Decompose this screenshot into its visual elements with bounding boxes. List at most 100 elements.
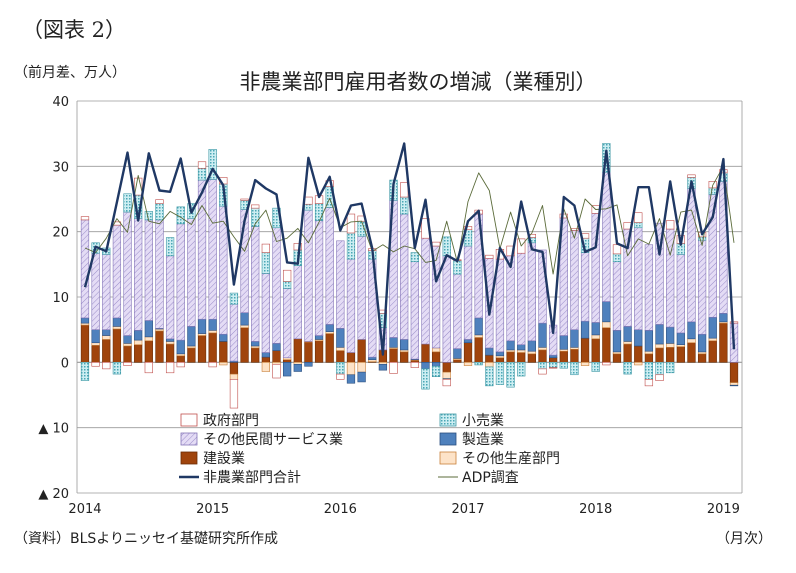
bar-retail: [314, 203, 324, 221]
bar-government: [485, 254, 494, 259]
bar-manufacturing: [304, 362, 313, 367]
bar-other-private: [314, 220, 324, 336]
bar-construction: [80, 324, 90, 363]
bar-construction: [612, 353, 622, 363]
bar-construction: [272, 350, 281, 363]
bar-government: [431, 241, 441, 247]
bar-construction: [655, 347, 664, 363]
bar-retail: [304, 203, 313, 211]
legend-label: ADP調査: [462, 470, 519, 486]
bar-manufacturing: [283, 362, 292, 377]
legend-label: 小売業: [462, 413, 504, 429]
bar-construction: [314, 340, 324, 363]
bar-other-private: [506, 255, 515, 342]
bar-other-private: [687, 188, 696, 323]
bar-construction: [719, 322, 728, 363]
bar-construction: [676, 346, 685, 363]
y-tick-label: 20: [52, 226, 69, 241]
bar-manufacturing: [687, 321, 696, 340]
bar-other-private: [517, 252, 526, 345]
bar-construction: [261, 356, 270, 363]
bar-retail: [559, 362, 568, 369]
bar-other-private: [134, 218, 143, 331]
bar-government: [602, 362, 611, 366]
bar-other-private: [187, 218, 196, 327]
bar-construction: [208, 332, 217, 363]
bar-retail: [495, 362, 505, 385]
bar-construction: [506, 351, 515, 363]
y-tick-label: 30: [52, 160, 69, 175]
bar-government: [549, 367, 558, 369]
bar-construction: [134, 344, 143, 363]
bar-retail: [165, 237, 175, 257]
bar-construction: [389, 348, 398, 363]
bar-construction: [442, 362, 451, 373]
bar-construction: [634, 345, 643, 363]
bar-construction: [400, 351, 409, 363]
y-tick-label: 0: [61, 356, 69, 371]
bar-construction: [729, 362, 739, 383]
y-axis-unit-label: （前月差、万人）: [14, 65, 126, 81]
bar-other-goods: [644, 350, 654, 355]
x-tick-label: 2019: [707, 502, 740, 517]
bar-other-goods: [602, 321, 611, 329]
bar-government: [634, 212, 643, 223]
legend-swatch-other-goods: [439, 451, 457, 465]
y-tick-label: ▲ 10: [38, 422, 69, 437]
bar-manufacturing: [495, 351, 505, 357]
bar-government: [559, 213, 568, 219]
legend-swatch-construction: [180, 451, 198, 465]
bar-other-goods: [623, 341, 632, 345]
bar-government: [666, 220, 675, 230]
bar-manufacturing: [591, 322, 600, 336]
bar-manufacturing: [272, 343, 281, 351]
bar-construction: [474, 337, 483, 363]
bar-other-goods: [666, 343, 675, 348]
bar-manufacturing: [580, 320, 590, 339]
legend-swatch-manufacturing: [439, 432, 457, 446]
bar-manufacturing: [612, 330, 622, 353]
bar-construction: [602, 327, 611, 363]
bar-manufacturing: [549, 354, 558, 359]
bar-construction: [538, 349, 547, 363]
bar-other-private: [357, 235, 366, 340]
bar-manufacturing: [421, 362, 430, 370]
bar-government: [336, 373, 345, 380]
bar-other-private: [91, 252, 100, 330]
bar-government: [612, 244, 622, 255]
bar-government: [229, 379, 239, 409]
bar-other-goods: [708, 337, 717, 342]
bar-retail: [346, 232, 356, 260]
bar-other-goods: [357, 362, 366, 373]
bar-retail: [261, 252, 270, 274]
bar-government: [272, 363, 281, 379]
bar-retail: [431, 365, 441, 378]
bar-manufacturing: [346, 374, 356, 384]
legend-label: 建設業: [203, 451, 245, 467]
bar-other-private: [421, 237, 430, 345]
bar-retail: [612, 253, 622, 263]
bar-other-goods: [431, 347, 441, 353]
legend-label: その他生産部門: [462, 451, 560, 467]
x-tick-label: 2015: [196, 502, 229, 517]
bar-government: [687, 174, 696, 178]
bar-government: [80, 216, 90, 221]
bar-other-private: [697, 239, 707, 335]
bar-construction: [144, 340, 153, 363]
bar-other-goods: [208, 330, 217, 334]
bar-other-private: [325, 207, 334, 325]
bar-other-goods: [219, 362, 228, 366]
legend-swatch-retail: [439, 413, 457, 427]
bar-construction: [591, 338, 600, 363]
x-tick-label: 2014: [68, 502, 101, 517]
bar-construction: [91, 345, 100, 363]
bar-construction: [570, 348, 579, 363]
bar-other-private: [208, 179, 217, 320]
bar-government: [463, 226, 473, 231]
bar-other-private: [229, 303, 239, 362]
bar-manufacturing: [314, 335, 324, 340]
bar-other-goods: [229, 373, 239, 380]
bar-retail: [155, 203, 164, 221]
bar-other-private: [165, 255, 175, 340]
bar-government: [644, 379, 654, 387]
